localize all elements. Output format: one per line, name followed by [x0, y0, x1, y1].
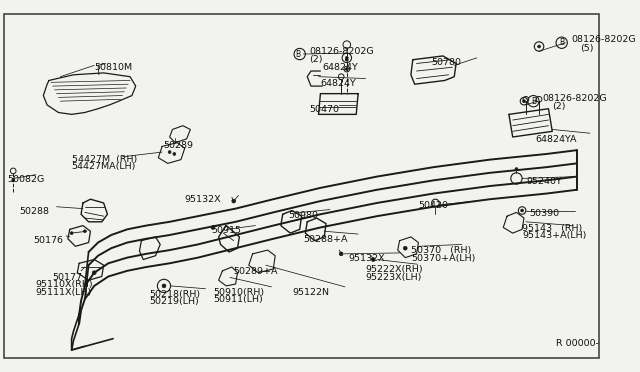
- Circle shape: [371, 258, 375, 262]
- Text: 95122N: 95122N: [292, 288, 329, 297]
- Circle shape: [515, 168, 518, 170]
- Text: 50910(RH): 50910(RH): [213, 288, 264, 297]
- Text: 95111X(LH): 95111X(LH): [36, 288, 92, 297]
- Text: 50780: 50780: [431, 58, 461, 67]
- Circle shape: [521, 209, 524, 212]
- Text: 64824Y: 64824Y: [321, 78, 356, 87]
- Text: 95132X: 95132X: [349, 254, 385, 263]
- Text: 64824Y: 64824Y: [323, 62, 358, 71]
- Text: R 00000-: R 00000-: [556, 339, 599, 348]
- Text: 50370+A(LH): 50370+A(LH): [411, 254, 476, 263]
- Text: 50420: 50420: [419, 201, 449, 210]
- Text: (2): (2): [552, 102, 566, 111]
- Circle shape: [12, 179, 15, 182]
- Text: 50219(LH): 50219(LH): [149, 297, 198, 306]
- Text: 08126-8202G: 08126-8202G: [543, 94, 607, 103]
- Text: 64824YA: 64824YA: [535, 135, 577, 144]
- Circle shape: [346, 57, 348, 59]
- Text: 50218(RH): 50218(RH): [149, 290, 200, 299]
- Circle shape: [346, 68, 348, 71]
- Text: 95143   (RH): 95143 (RH): [522, 224, 582, 233]
- Text: 50082G: 50082G: [8, 175, 45, 184]
- Circle shape: [162, 284, 166, 288]
- Circle shape: [538, 45, 541, 48]
- Text: 50288+A: 50288+A: [303, 235, 348, 244]
- Text: B: B: [559, 38, 564, 47]
- Text: 50980: 50980: [289, 211, 318, 219]
- Circle shape: [70, 232, 73, 234]
- Text: (2): (2): [309, 55, 323, 64]
- Text: 50289: 50289: [163, 141, 193, 150]
- Circle shape: [523, 100, 525, 103]
- Circle shape: [232, 199, 236, 203]
- Text: 50370   (RH): 50370 (RH): [411, 246, 471, 255]
- Text: 95110X(RH): 95110X(RH): [36, 280, 93, 289]
- Text: 50176: 50176: [33, 236, 63, 245]
- Text: 08126-8202G: 08126-8202G: [309, 46, 374, 55]
- Text: 95222X(RH): 95222X(RH): [365, 265, 423, 274]
- Circle shape: [403, 246, 407, 250]
- Text: 54427MA(LH): 54427MA(LH): [72, 163, 136, 171]
- Text: (5): (5): [580, 44, 594, 53]
- Text: 50810M: 50810M: [94, 64, 132, 73]
- Text: 54427M  (RH): 54427M (RH): [72, 155, 137, 164]
- Text: B: B: [531, 97, 536, 106]
- Text: 08126-8202G: 08126-8202G: [571, 35, 636, 44]
- Circle shape: [168, 151, 171, 154]
- Text: 50390: 50390: [530, 209, 560, 218]
- Text: 50911(LH): 50911(LH): [213, 295, 263, 304]
- Text: 95240Y: 95240Y: [526, 177, 562, 186]
- Text: 50470: 50470: [309, 105, 339, 114]
- Text: B: B: [295, 49, 300, 58]
- Text: 95132X: 95132X: [185, 195, 221, 205]
- Circle shape: [173, 153, 176, 155]
- Text: 50915: 50915: [211, 225, 241, 235]
- Circle shape: [346, 58, 348, 61]
- Text: 50177: 50177: [52, 273, 83, 282]
- Text: 50289+A: 50289+A: [234, 267, 278, 276]
- Circle shape: [92, 271, 96, 275]
- Circle shape: [83, 230, 86, 232]
- Text: 95143+A(LH): 95143+A(LH): [522, 231, 586, 240]
- Circle shape: [211, 225, 215, 230]
- Text: 95223X(LH): 95223X(LH): [365, 273, 422, 282]
- Circle shape: [339, 252, 343, 256]
- Text: 50288: 50288: [19, 207, 49, 216]
